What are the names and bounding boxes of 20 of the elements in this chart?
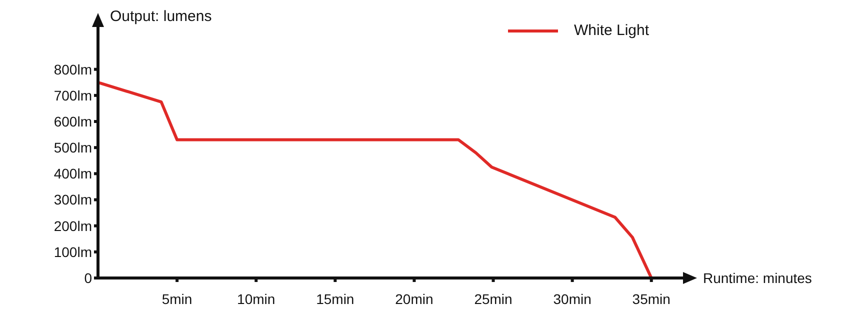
x-tick-label: 25min: [474, 290, 512, 307]
x-tick-label: 15min: [316, 290, 354, 307]
x-tick-label: 35min: [632, 290, 670, 307]
x-tick-label: 30min: [553, 290, 592, 307]
y-tick-label: 800lm: [54, 61, 92, 78]
y-tick-label: 500lm: [54, 140, 92, 156]
x-tick-label: 5min: [162, 290, 192, 307]
x-tick-label: 20min: [395, 290, 434, 307]
y-tick-label: 200lm: [54, 218, 92, 234]
y-axis-title: Output: lumens: [110, 8, 212, 25]
y-tick-label: 600lm: [54, 113, 92, 130]
y-tick-label: 100lm: [54, 244, 92, 260]
line-series: [98, 80, 653, 278]
x-axis-title: Runtime: minutes: [703, 270, 812, 286]
x-tick-label: 10min: [237, 290, 276, 307]
y-tick-label: 700lm: [54, 87, 92, 104]
y-tick-label: 0: [84, 270, 92, 286]
legend-label: White Light: [574, 22, 650, 39]
y-tick-label: 300lm: [54, 192, 92, 208]
y-tick-label: 400lm: [54, 166, 92, 182]
